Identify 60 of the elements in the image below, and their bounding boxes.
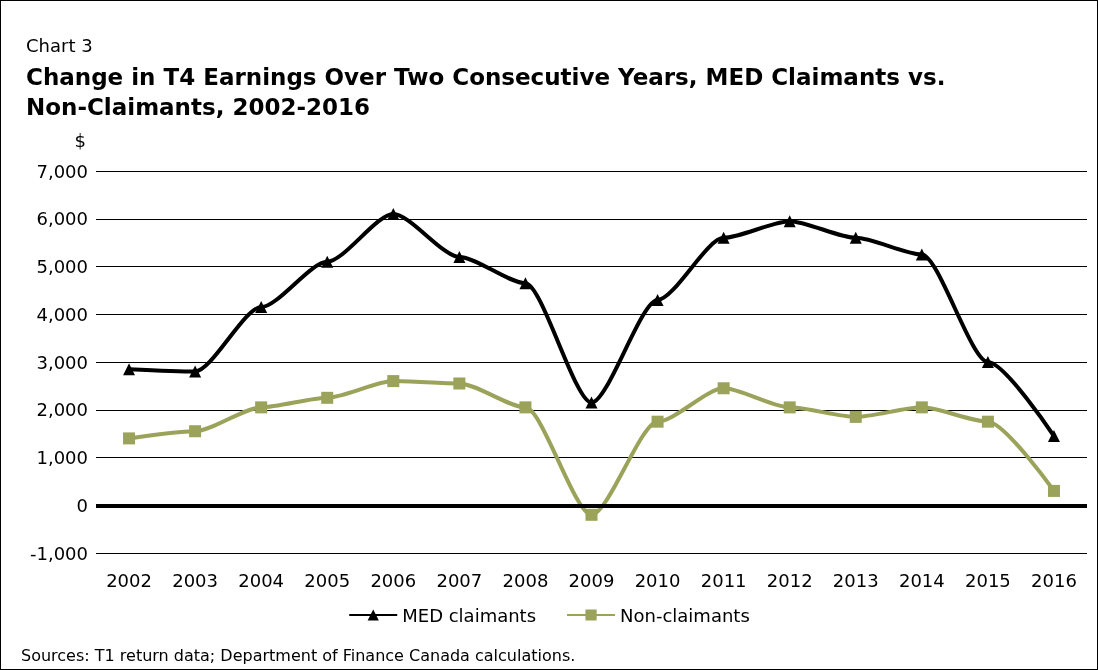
chart-subtitle: Chart 3 xyxy=(26,34,93,56)
point xyxy=(849,410,862,423)
point xyxy=(519,401,532,414)
point xyxy=(717,231,730,244)
y-tick-label: 0 xyxy=(76,494,88,516)
x-tick-label: 2007 xyxy=(436,569,483,591)
y-tick-label: 4,000 xyxy=(36,303,88,325)
point xyxy=(189,425,202,438)
point xyxy=(1047,430,1060,443)
point xyxy=(717,382,730,395)
x-tick-label: 2009 xyxy=(568,569,615,591)
x-tick-label: 2016 xyxy=(1031,569,1077,591)
legend-label: Non-claimants xyxy=(620,604,750,626)
y-tick-label: 5,000 xyxy=(36,256,88,277)
point xyxy=(915,248,928,261)
point xyxy=(189,365,202,378)
point xyxy=(1047,484,1060,497)
x-tick-label: 2015 xyxy=(964,569,1011,591)
point xyxy=(453,377,466,390)
point xyxy=(453,250,466,263)
chart-title: Change in T4 Earnings Over Two Consecutive Years, MED Claimants vs. Non-Claimants, 2002-2016 xyxy=(26,64,954,120)
x-tick-label: 2006 xyxy=(370,569,417,591)
x-tick-label: 2004 xyxy=(238,569,285,591)
point xyxy=(321,391,334,404)
y-tick-label: 7,000 xyxy=(36,160,88,182)
point xyxy=(849,231,862,244)
y-tick-label: 6,000 xyxy=(36,208,88,230)
x-tick-label: 2013 xyxy=(832,569,879,591)
point xyxy=(651,415,664,428)
point xyxy=(255,301,268,314)
point xyxy=(783,401,796,414)
x-tick-label: 2010 xyxy=(634,569,681,591)
point xyxy=(585,508,598,521)
x-tick-label: 2012 xyxy=(766,569,813,591)
point xyxy=(981,356,994,368)
y-axis-title: $ xyxy=(74,129,86,151)
point xyxy=(255,401,268,414)
x-tick-label: 2014 xyxy=(898,569,945,591)
source-note: Sources: T1 return data; Department of Finance Canada calculations. xyxy=(21,645,576,665)
legend-label: MED claimants xyxy=(402,604,537,626)
x-tick-label: 2011 xyxy=(700,569,747,591)
point xyxy=(519,277,532,290)
point xyxy=(387,375,400,388)
x-tick-label: 2003 xyxy=(172,569,219,591)
y-tick-label: -1,000 xyxy=(29,542,88,564)
point xyxy=(651,293,664,306)
x-tick-label: 2008 xyxy=(502,569,549,591)
x-tick-label: 2005 xyxy=(304,569,351,591)
point xyxy=(123,363,136,376)
point xyxy=(585,396,598,409)
y-tick-label: 1,000 xyxy=(36,447,88,468)
y-tick-label: 3,000 xyxy=(36,351,88,373)
point xyxy=(915,401,928,414)
point xyxy=(123,432,136,445)
x-tick-label: 2002 xyxy=(106,569,152,591)
point xyxy=(387,207,400,220)
point xyxy=(783,215,796,228)
y-tick-label: 2,000 xyxy=(36,399,88,421)
point xyxy=(321,255,334,268)
point xyxy=(981,415,994,428)
